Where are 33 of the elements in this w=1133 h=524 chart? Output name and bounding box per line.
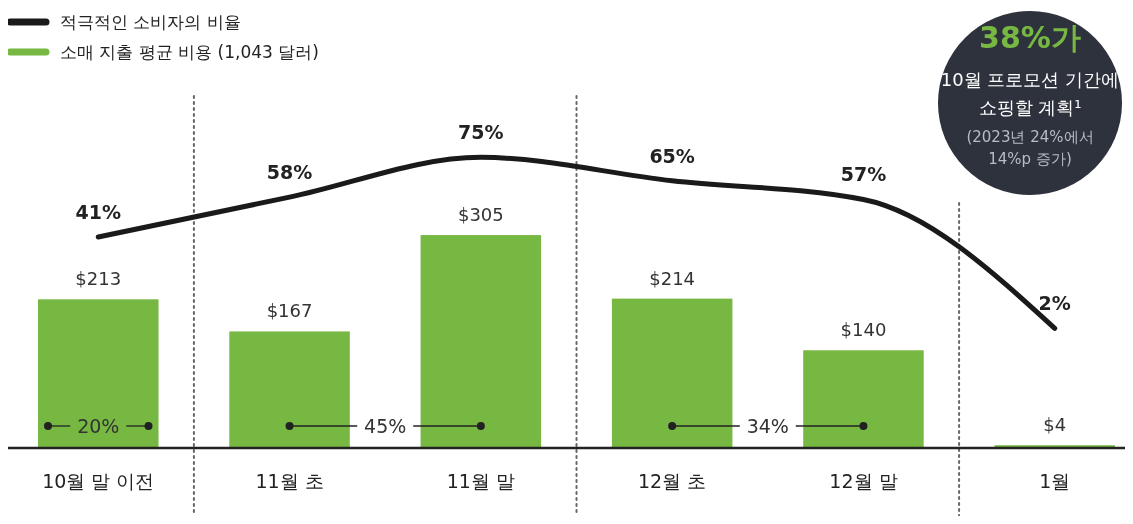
text: 10월 프로모션 기간에: [940, 69, 1120, 90]
data-label: $214: [649, 267, 696, 289]
data-label: $305: [457, 204, 504, 226]
text: 쇼핑할 계획¹: [978, 97, 1082, 118]
x-tick-label: 10월 말 이전: [42, 470, 155, 492]
x-tick-label: 12월 말: [829, 470, 898, 492]
annotation: 45%: [364, 415, 407, 437]
data-label: 75%: [458, 121, 504, 144]
legend-label: 소매 지출 평균 비용 (1,043 달러): [60, 42, 319, 62]
data-label: 2%: [1038, 292, 1071, 315]
legend-label: 적극적인 소비자의 비율: [60, 12, 241, 32]
annotation: 34%: [746, 415, 789, 437]
data-label: $140: [840, 319, 887, 341]
data-label: $213: [75, 268, 122, 290]
annotation: 20%: [77, 415, 120, 437]
x-tick-label: 11월 말: [446, 470, 515, 492]
bar: [38, 299, 159, 448]
data-label: $4: [1043, 414, 1067, 436]
x-tick-label: 11월 초: [255, 470, 324, 492]
text: (2023년 24%에서: [966, 128, 1094, 146]
data-label: 58%: [266, 161, 313, 184]
text: 38%가: [979, 20, 1081, 55]
bar: [229, 331, 350, 448]
x-tick-label: 12월 초: [638, 470, 707, 492]
bar: [611, 298, 733, 448]
data-label: 65%: [649, 144, 695, 167]
x-tick-label: 1월: [1039, 470, 1071, 492]
text: 14%p 증가): [988, 150, 1072, 168]
bar: [420, 235, 542, 448]
data-label: 57%: [840, 163, 887, 186]
data-label: 41%: [75, 200, 121, 223]
bar: [803, 350, 924, 448]
data-label: $167: [266, 300, 313, 322]
